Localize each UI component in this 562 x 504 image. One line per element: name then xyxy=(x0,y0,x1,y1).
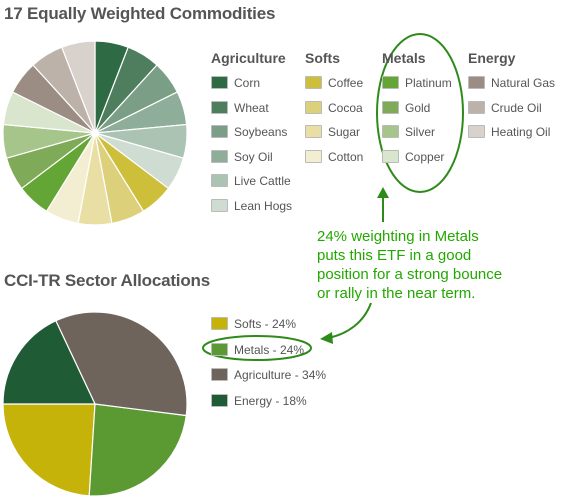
legend-swatch xyxy=(305,149,322,163)
legend-label: Lean Hogs xyxy=(234,198,293,213)
legend-swatch xyxy=(211,342,228,356)
legend-label: Agriculture - 34% xyxy=(234,368,327,382)
legend-swatch xyxy=(468,125,485,138)
legend-item-platinum: Platinum xyxy=(382,76,452,92)
legend-label: Wheat xyxy=(234,100,269,115)
legend-swatch xyxy=(468,76,485,89)
legend-item-cotton: Cotton xyxy=(305,149,364,166)
pie-slice-metals xyxy=(88,403,187,497)
legend-label: Soy Oil xyxy=(234,149,273,164)
legend-label: Coffee xyxy=(328,76,364,90)
legend-label: Silver xyxy=(405,125,436,139)
legend-swatch xyxy=(305,100,322,114)
legend-swatch xyxy=(211,174,228,187)
pie-slice-energy xyxy=(2,319,96,405)
pie-slice-softs xyxy=(2,403,96,497)
legend-label: Sugar xyxy=(328,125,361,139)
chart-title-sector-allocations: CCI-TR Sector Allocations xyxy=(4,271,210,290)
legend-item-energy: Energy - 18% xyxy=(211,393,307,410)
annotation-graphics xyxy=(202,33,464,361)
legend-label: Cotton xyxy=(328,149,364,164)
arrow-curve-head xyxy=(320,332,333,344)
legend-item-cocoa: Cocoa xyxy=(305,100,363,117)
legend-item-sugar: Sugar xyxy=(305,125,360,141)
arrow-curve xyxy=(327,302,372,339)
legend-swatch xyxy=(382,125,399,138)
legend-item-soy-oil: Soy Oil xyxy=(211,149,273,166)
legend-item-soybeans: Soybeans xyxy=(211,125,287,141)
legend-item-softs: Softs - 24% xyxy=(211,317,296,333)
legend-swatch xyxy=(211,317,228,330)
chart-title-commodities: 17 Equally Weighted Commodities xyxy=(4,4,276,23)
legend-item-lean-hogs: Lean Hogs xyxy=(211,198,293,215)
legend-label: Softs - 24% xyxy=(234,317,297,331)
legend-swatch xyxy=(468,100,485,114)
legend-label: Copper xyxy=(405,149,445,164)
legend-item-copper: Copper xyxy=(382,149,445,166)
legend-label: Soybeans xyxy=(234,125,288,139)
pie-chart-commodities xyxy=(2,40,188,226)
annotation-line: or rally in the near term. xyxy=(317,285,476,302)
legend-item-wheat: Wheat xyxy=(211,100,269,117)
legend-swatch xyxy=(211,393,228,407)
legend-item-coffee: Coffee xyxy=(305,76,363,92)
legend-swatch xyxy=(211,368,228,381)
legend-item-gold: Gold xyxy=(382,100,431,117)
legend-heading-metals: Metals xyxy=(382,50,426,66)
metals-highlight-ellipse xyxy=(376,33,464,193)
legend-label: Metals - 24% xyxy=(234,342,305,357)
legend-heading-softs: Softs xyxy=(305,50,340,66)
legend-swatch xyxy=(305,76,322,89)
annotation-line: puts this ETF in a good xyxy=(317,247,472,264)
legend-swatch xyxy=(211,198,228,212)
legend-heading-energy: Energy xyxy=(468,50,516,66)
legend-item-metals: Metals - 24% xyxy=(211,342,305,359)
legend-item-natural-gas: Natural Gas xyxy=(468,76,555,92)
legend-label: Cocoa xyxy=(328,100,363,115)
legend-label: Gold xyxy=(405,100,431,115)
legend-swatch xyxy=(382,76,399,89)
legend-label: Crude Oil xyxy=(491,100,542,115)
legend-label: Natural Gas xyxy=(491,76,556,90)
legend-label: Live Cattle xyxy=(234,174,291,188)
legend-item-heating-oil: Heating Oil xyxy=(468,125,550,141)
annotation-text: 24% weighting in Metals puts this ETF in… xyxy=(317,227,553,303)
legend-swatch xyxy=(211,125,228,138)
legend-label: Energy - 18% xyxy=(234,393,307,408)
legend-item-silver: Silver xyxy=(382,125,435,141)
legend-swatch xyxy=(382,149,399,163)
pie-slice-heating-oil xyxy=(60,40,96,134)
legend-swatch xyxy=(382,100,399,114)
legend-item-live-cattle: Live Cattle xyxy=(211,174,291,190)
legend-item-crude-oil: Crude Oil xyxy=(468,100,542,117)
arrow-up-head xyxy=(377,187,389,198)
legend-heading-agriculture: Agriculture xyxy=(211,50,286,66)
legend-label: Platinum xyxy=(405,76,452,90)
legend-swatch xyxy=(211,149,228,163)
pie-chart-sectors xyxy=(2,311,188,497)
legend-item-corn: Corn xyxy=(211,76,260,92)
legend-swatch xyxy=(211,100,228,114)
legend-label: Corn xyxy=(234,76,261,90)
legend-item-agriculture: Agriculture - 34% xyxy=(211,368,326,384)
annotation-line: 24% weighting in Metals xyxy=(317,228,479,245)
legend-swatch xyxy=(305,125,322,138)
legend-label: Heating Oil xyxy=(491,125,551,139)
annotation-line: position for a strong bounce xyxy=(317,266,503,283)
metals-legend-highlight-ellipse xyxy=(202,335,312,361)
legend-swatch xyxy=(211,76,228,89)
